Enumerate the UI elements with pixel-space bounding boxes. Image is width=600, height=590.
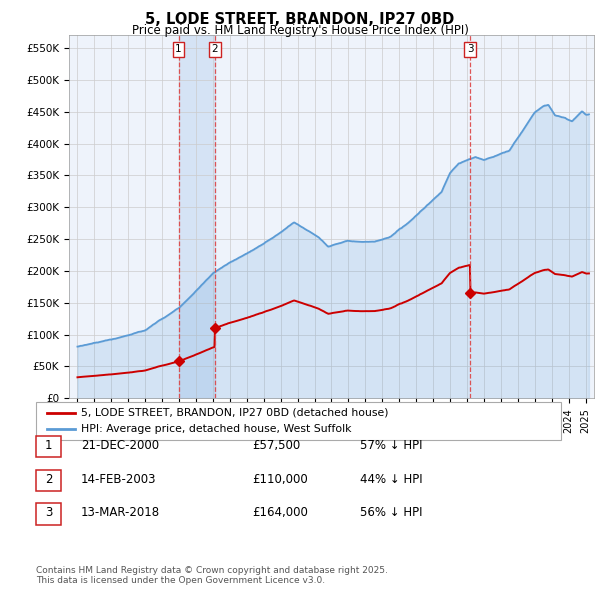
Text: 56% ↓ HPI: 56% ↓ HPI (360, 506, 422, 519)
Text: 13-MAR-2018: 13-MAR-2018 (81, 506, 160, 519)
Text: £57,500: £57,500 (252, 439, 300, 452)
Text: £164,000: £164,000 (252, 506, 308, 519)
Text: 1: 1 (45, 439, 52, 452)
Text: Price paid vs. HM Land Registry's House Price Index (HPI): Price paid vs. HM Land Registry's House … (131, 24, 469, 37)
Text: 21-DEC-2000: 21-DEC-2000 (81, 439, 159, 452)
Text: 44% ↓ HPI: 44% ↓ HPI (360, 473, 422, 486)
Text: 2: 2 (212, 44, 218, 54)
Text: 57% ↓ HPI: 57% ↓ HPI (360, 439, 422, 452)
Text: 1: 1 (175, 44, 182, 54)
Text: 2: 2 (45, 473, 52, 486)
Text: HPI: Average price, detached house, West Suffolk: HPI: Average price, detached house, West… (81, 424, 352, 434)
Text: 5, LODE STREET, BRANDON, IP27 0BD: 5, LODE STREET, BRANDON, IP27 0BD (145, 12, 455, 27)
Text: 5, LODE STREET, BRANDON, IP27 0BD (detached house): 5, LODE STREET, BRANDON, IP27 0BD (detac… (81, 408, 389, 418)
Text: £110,000: £110,000 (252, 473, 308, 486)
Bar (179, 35, 215, 398)
Text: 3: 3 (467, 44, 473, 54)
Text: 3: 3 (45, 506, 52, 519)
Text: Contains HM Land Registry data © Crown copyright and database right 2025.
This d: Contains HM Land Registry data © Crown c… (36, 566, 388, 585)
Text: 14-FEB-2003: 14-FEB-2003 (81, 473, 157, 486)
